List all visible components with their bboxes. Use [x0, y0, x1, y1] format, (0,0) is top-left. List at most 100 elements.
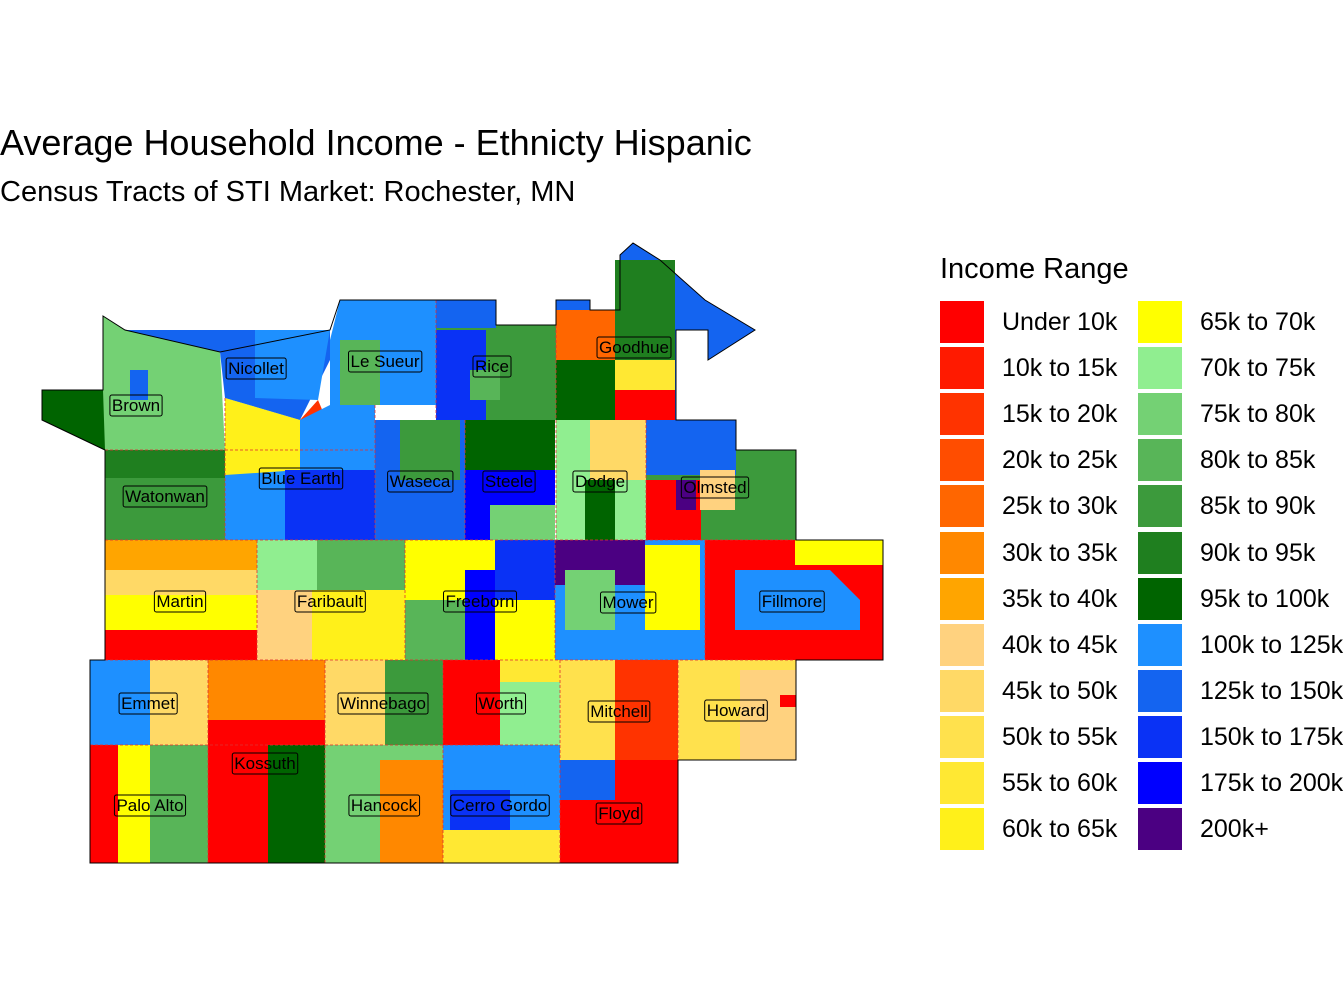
county-label: Howard [704, 699, 768, 722]
county-label: Goodhue [596, 336, 672, 359]
legend-label: 90k to 95k [1200, 538, 1316, 567]
legend-title: Income Range [940, 253, 1129, 285]
legend-label: 175k to 200k [1200, 769, 1344, 797]
legend-label: 200k+ [1200, 815, 1269, 844]
svg-text:Cerro Gordo: Cerro Gordo [453, 796, 547, 815]
legend-label: 125k to 150k [1200, 676, 1344, 705]
svg-text:Goodhue: Goodhue [599, 338, 669, 357]
svg-text:Steele: Steele [485, 472, 533, 491]
legend-label: 95k to 100k [1200, 584, 1330, 613]
legend-swatch [940, 485, 984, 528]
svg-text:Nicollet: Nicollet [228, 359, 284, 378]
legend-swatch [1138, 669, 1182, 712]
legend-label: 75k to 80k [1200, 400, 1316, 429]
legend-label: 55k to 60k [1002, 769, 1118, 797]
county-label: Cerro Gordo [450, 794, 550, 817]
county-label: Faribault [294, 590, 366, 613]
county-label: Nicollet [225, 357, 287, 380]
svg-text:Winnebago: Winnebago [340, 694, 426, 713]
legend-swatch [1138, 808, 1182, 851]
legend-label: 20k to 25k [1002, 446, 1118, 475]
county-label: Rice [472, 355, 512, 378]
legend-swatch [940, 393, 984, 436]
legend-swatch [940, 439, 984, 482]
county-label: Blue Earth [258, 467, 344, 490]
county-borders [90, 300, 883, 863]
svg-text:Emmet: Emmet [121, 694, 175, 713]
county-label: Floyd [595, 802, 643, 825]
legend-swatch [1138, 439, 1182, 482]
legend-label: 25k to 30k [1002, 492, 1118, 521]
market-outline [41, 242, 884, 864]
legend-swatch [1138, 485, 1182, 528]
svg-text:Kossuth: Kossuth [234, 754, 295, 773]
legend-label: 40k to 45k [1002, 630, 1118, 659]
svg-text:Fillmore: Fillmore [762, 592, 822, 611]
legend-label: Under 10k [1002, 308, 1118, 336]
svg-text:Faribault: Faribault [297, 592, 363, 611]
county-label: Mower [599, 591, 657, 614]
county-label: Hancock [348, 794, 421, 817]
legend-swatch [1138, 715, 1182, 758]
county-label: Palo Alto [113, 794, 187, 817]
county-label: Waseca [387, 470, 454, 493]
legend-swatch [1138, 577, 1182, 620]
county-label: Winnebago [337, 692, 429, 715]
legend-label: 85k to 90k [1200, 492, 1316, 521]
svg-text:Brown: Brown [112, 396, 160, 415]
legend-label: 50k to 55k [1002, 722, 1118, 751]
svg-text:Dodge: Dodge [575, 472, 625, 491]
legend-label: 30k to 35k [1002, 538, 1118, 567]
legend-label: 35k to 40k [1002, 584, 1118, 613]
legend-label: 100k to 125k [1200, 630, 1344, 659]
legend-swatch [940, 623, 984, 666]
county-label: Dodge [572, 470, 628, 493]
legend-label: 70k to 75k [1200, 354, 1316, 383]
legend-swatch [940, 762, 984, 804]
legend-swatch [940, 347, 984, 390]
county-label: Worth [475, 692, 527, 715]
svg-text:Waseca: Waseca [390, 472, 451, 491]
legend-swatch [940, 808, 984, 851]
svg-text:Howard: Howard [707, 701, 766, 720]
svg-text:Le Sueur: Le Sueur [351, 352, 420, 371]
legend-label: 15k to 20k [1002, 400, 1118, 429]
county-label: Martin [153, 590, 207, 613]
county-label: Freeborn [443, 590, 517, 613]
county-labels: Brown Nicollet Le Sueur Rice Goodhue Watonwan… [109, 336, 825, 825]
legend-swatch [940, 669, 984, 712]
svg-text:Mower: Mower [602, 593, 653, 612]
legend-label: 45k to 50k [1002, 676, 1118, 705]
svg-text:Mitchell: Mitchell [590, 702, 648, 721]
county-label: Steele [482, 470, 536, 493]
legend-label: 65k to 70k [1200, 308, 1316, 336]
legend-swatch [940, 531, 984, 574]
map-title: Average Household Income - Ethnicty Hisp… [0, 122, 752, 163]
county-label: Watonwan [122, 485, 208, 508]
county-label: Mitchell [587, 700, 651, 723]
legend-swatch [1138, 623, 1182, 666]
legend-label: 80k to 85k [1200, 446, 1316, 475]
svg-text:Blue Earth: Blue Earth [261, 469, 340, 488]
county-label: Kossuth [231, 752, 299, 775]
svg-text:Watonwan: Watonwan [125, 487, 205, 506]
svg-text:Hancock: Hancock [351, 796, 418, 815]
legend-swatch [940, 715, 984, 758]
svg-text:Floyd: Floyd [598, 804, 640, 823]
legend-swatch [940, 301, 984, 343]
choropleth-map: Brown Nicollet Le Sueur Rice Goodhue Watonwan… [41, 242, 884, 864]
svg-text:Freeborn: Freeborn [446, 592, 515, 611]
county-label: Olmsted [680, 476, 750, 499]
legend-swatch [1138, 347, 1182, 390]
svg-text:Worth: Worth [478, 694, 523, 713]
map-subtitle: Census Tracts of STI Market: Rochester, … [0, 176, 576, 208]
legend-swatch [1138, 531, 1182, 574]
legend-swatch [1138, 393, 1182, 436]
legend-swatch [1138, 301, 1182, 343]
county-label: Le Sueur [348, 350, 423, 373]
county-label: Fillmore [759, 590, 825, 613]
svg-text:Martin: Martin [156, 592, 203, 611]
legend-swatch [940, 577, 984, 620]
county-label: Brown [109, 394, 163, 417]
legend-label: 150k to 175k [1200, 722, 1344, 751]
